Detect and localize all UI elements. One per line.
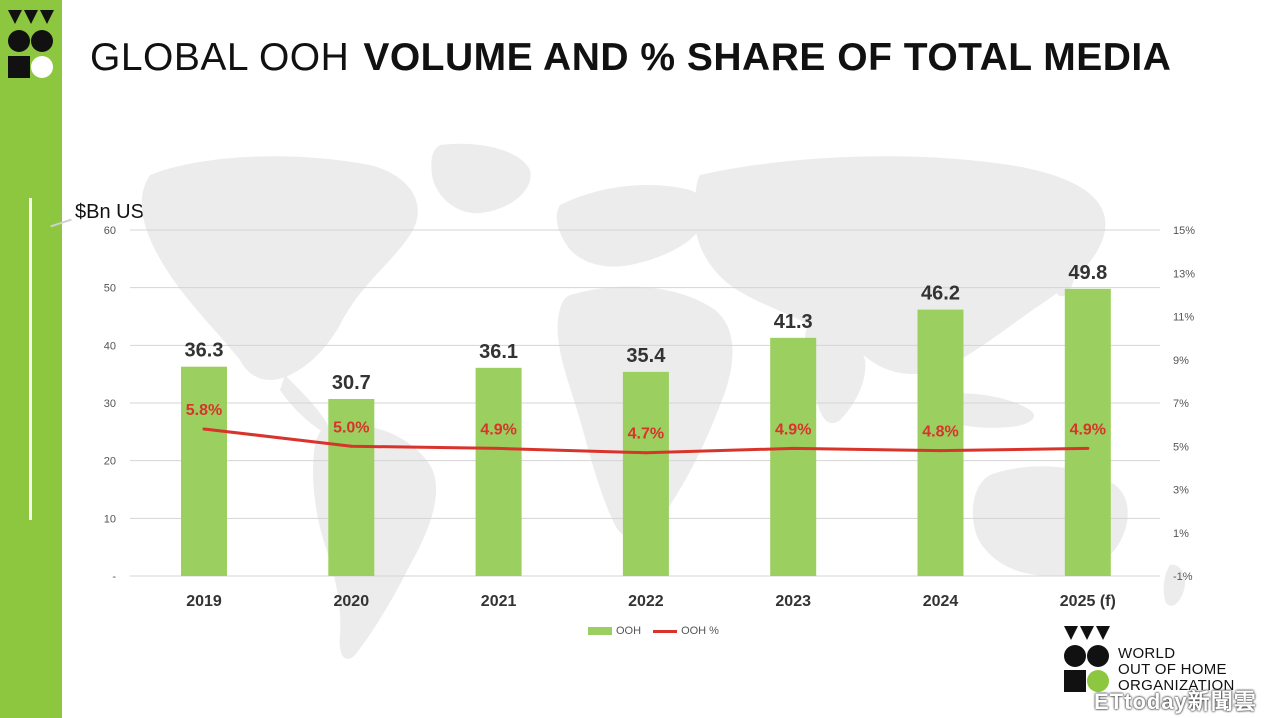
right-axis: -1% 1% 3% 5% 7% 9% 11% 13% 15% <box>1173 225 1195 583</box>
bar-data-label: 46.2 <box>921 283 960 305</box>
y-left-tick-label: - <box>112 571 116 583</box>
bar-data-label: 35.4 <box>626 345 666 367</box>
bar-data-label: 36.3 <box>185 340 224 362</box>
legend-label-ooh-percent: OOH % <box>681 625 719 637</box>
org-name: WORLD OUT OF HOME ORGANIZATION <box>1118 646 1235 694</box>
y-left-tick-label: 40 <box>104 340 116 352</box>
bar-ooh <box>1064 288 1111 576</box>
org-name-line1: WORLD <box>1118 645 1176 662</box>
page-title: GLOBAL OOH VOLUME AND % SHARE OF TOTAL ME… <box>90 36 1171 80</box>
wooh-org-logo-icon <box>1064 626 1110 692</box>
line-point <box>1086 446 1090 450</box>
x-axis: 2019 2020 2021 2022 2023 2024 2025 (f) <box>186 593 1116 610</box>
x-tick-label: 2019 <box>186 593 222 610</box>
y-left-tick-label: 20 <box>104 456 116 468</box>
title-light: GLOBAL OOH <box>90 36 350 79</box>
x-tick-label: 2023 <box>775 593 811 610</box>
y-right-tick-label: 11% <box>1173 312 1194 324</box>
legend-swatch-line <box>653 629 678 633</box>
sidebar-strip <box>0 0 62 718</box>
chart-legend: OOH OOH % <box>588 624 731 638</box>
bar-data-label: 30.7 <box>332 372 371 394</box>
wooh-logo-icon <box>8 10 54 78</box>
y-right-tick-label: -1% <box>1173 571 1193 583</box>
y-left-tick-label: 50 <box>104 283 116 295</box>
legend-label-ooh: OOH <box>616 625 642 637</box>
y-right-tick-label: 15% <box>1173 225 1195 237</box>
org-name-line3: ORGANIZATION <box>1118 677 1235 694</box>
x-tick-label: 2021 <box>481 593 517 610</box>
bar-ooh <box>475 367 522 576</box>
bar-data-label: 49.8 <box>1068 262 1107 284</box>
line-point <box>497 446 501 450</box>
ettoday-watermark: ETtoday新聞雲 <box>1094 689 1257 714</box>
unit-label: $Bn USD <box>75 201 159 223</box>
y-right-tick-label: 3% <box>1173 485 1189 497</box>
y-right-tick-label: 9% <box>1173 355 1189 367</box>
bar-ooh <box>622 371 669 576</box>
x-tick-label: 2025 (f) <box>1060 593 1116 610</box>
line-point <box>349 444 353 448</box>
x-tick-label: 2024 <box>923 593 959 610</box>
legend-swatch-bar <box>588 627 612 635</box>
bar-ooh <box>917 309 964 576</box>
line-point <box>202 427 206 431</box>
y-left-tick-label: 30 <box>104 398 116 410</box>
bar-ooh <box>181 366 227 576</box>
bar-data-label: 41.3 <box>774 311 813 333</box>
bar-ooh <box>770 337 817 576</box>
bar-data-label: 36.1 <box>479 341 518 363</box>
line-point <box>791 446 795 450</box>
y-right-tick-label: 1% <box>1173 528 1189 540</box>
line-point <box>939 449 942 453</box>
title-bold: VOLUME AND % SHARE OF TOTAL MEDIA <box>363 36 1172 79</box>
line-data-label: 4.7% <box>628 426 664 443</box>
line-data-label: 4.9% <box>1070 421 1106 438</box>
org-name-line2: OUT OF HOME <box>1118 661 1227 678</box>
line-data-label: 5.0% <box>333 419 369 436</box>
y-right-tick-label: 5% <box>1173 441 1189 453</box>
line-data-label: 5.8% <box>186 402 222 419</box>
line-data-label: 4.9% <box>480 421 516 438</box>
bars-layer: 36.3 30.7 36.1 35.4 41.3 46.2 49.8 <box>181 262 1111 576</box>
line-layer: 5.8% 5.0% 4.9% 4.7% 4.9% 4.8% 4.9% <box>186 402 1106 455</box>
line-point <box>644 451 648 455</box>
bar-ooh <box>328 398 375 576</box>
line-data-label: 4.8% <box>922 424 958 441</box>
legend-item-ooh: OOH <box>588 625 641 637</box>
y-right-tick-label: 13% <box>1173 268 1195 280</box>
y-left-tick-label: 10 <box>104 513 116 525</box>
y-left-tick-label: 60 <box>104 225 116 237</box>
y-right-tick-label: 7% <box>1173 398 1189 410</box>
x-tick-label: 2022 <box>628 593 664 610</box>
line-data-label: 4.9% <box>775 421 811 438</box>
sidebar-divider-line <box>29 198 32 520</box>
left-axis: - 10 20 30 40 50 60 <box>104 225 117 583</box>
world-map-background <box>141 143 1186 659</box>
x-tick-label: 2020 <box>334 593 370 610</box>
legend-item-ooh-percent: OOH % <box>653 625 719 637</box>
